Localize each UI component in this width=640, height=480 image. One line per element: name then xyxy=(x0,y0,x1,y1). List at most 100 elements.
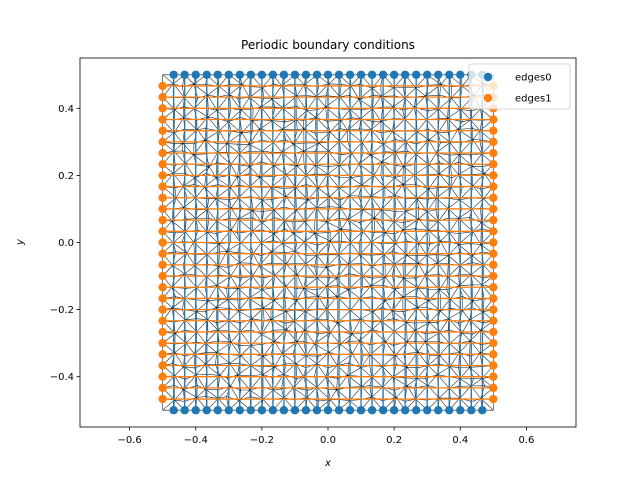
edges1-point xyxy=(489,182,498,191)
edges0-point xyxy=(356,406,366,415)
edges0-point xyxy=(224,70,233,79)
edges1-point xyxy=(489,137,498,147)
edges1-point xyxy=(158,350,167,359)
edges1-point xyxy=(489,160,498,169)
edges1-point xyxy=(158,182,167,191)
edges1-point xyxy=(158,260,167,270)
legend-marker-edges1 xyxy=(483,93,493,103)
edges1-point xyxy=(158,361,167,370)
y-tick-label: −0.2 xyxy=(50,305,74,316)
edges1-point xyxy=(489,383,498,393)
edges0-point xyxy=(180,406,189,415)
edges0-point xyxy=(411,70,421,79)
edges0-point xyxy=(279,406,289,415)
edges1-point xyxy=(489,394,498,404)
edges0-point xyxy=(180,70,189,79)
x-tick-label: −0.4 xyxy=(184,435,208,446)
edges1-point xyxy=(489,249,498,258)
edges1-point xyxy=(158,160,167,169)
edges1-point xyxy=(489,361,498,370)
edges1-point xyxy=(489,350,498,359)
edges0-point xyxy=(445,406,454,415)
edges0-point xyxy=(378,406,388,415)
x-axis-label: x xyxy=(324,458,331,469)
edges0-point xyxy=(456,70,465,79)
edges1-point xyxy=(158,316,167,325)
edges1-point xyxy=(489,271,498,281)
edges0-point xyxy=(378,70,388,79)
edges0-point xyxy=(434,406,443,415)
edges1-point xyxy=(489,204,498,214)
edges0-point xyxy=(257,406,267,415)
edges0-point xyxy=(301,406,311,415)
edges1-point xyxy=(489,171,498,180)
edges1-point xyxy=(489,193,498,202)
edges0-point xyxy=(246,406,256,415)
edges1-point xyxy=(158,115,167,124)
edges0-point xyxy=(478,406,487,415)
edges1-point xyxy=(158,238,167,247)
legend-label-edges1: edges1 xyxy=(515,94,552,105)
edges1-point xyxy=(489,148,498,158)
x-tick-label: 0.4 xyxy=(452,435,468,446)
edges1-point xyxy=(158,92,167,102)
edges1-point xyxy=(489,294,498,303)
edges1-point xyxy=(489,227,498,236)
edges0-point xyxy=(323,70,333,79)
edges0-point xyxy=(246,70,256,79)
edges0-point xyxy=(301,70,311,79)
edges1-point xyxy=(489,238,498,247)
edges0-point xyxy=(312,406,322,415)
edges0-point xyxy=(400,406,410,415)
edges1-point xyxy=(489,327,498,337)
edges0-point xyxy=(290,70,300,79)
edges0-point xyxy=(268,406,278,415)
edges1-point xyxy=(489,115,498,124)
edges0-point xyxy=(213,70,222,79)
edges1-point xyxy=(158,249,167,258)
edges0-point xyxy=(334,70,344,79)
edges1-point xyxy=(489,260,498,270)
edges1-point xyxy=(489,338,498,348)
edges0-point xyxy=(202,70,211,79)
edges1-point xyxy=(158,227,167,236)
edges1-point xyxy=(158,137,167,147)
edges0-point xyxy=(345,70,355,79)
edges0-point xyxy=(290,406,300,415)
edges1-point xyxy=(158,294,167,303)
edges0-point xyxy=(367,70,377,79)
y-axis-label: y xyxy=(15,238,26,246)
edges0-point xyxy=(400,70,410,79)
edges1-point xyxy=(158,148,167,158)
y-tick-label: 0.0 xyxy=(58,238,74,249)
edges0-point xyxy=(257,70,267,79)
edges0-point xyxy=(191,70,200,79)
edges0-point xyxy=(235,70,245,79)
edges0-point xyxy=(423,70,432,79)
connector-layer xyxy=(162,74,494,411)
x-tick-label: −0.6 xyxy=(117,435,141,446)
edges1-point xyxy=(158,171,167,180)
edges0-point xyxy=(389,406,399,415)
edges0-point xyxy=(323,406,333,415)
edges0-point xyxy=(279,70,289,79)
legend-box xyxy=(468,63,571,110)
legend: edges0 edges1 xyxy=(468,63,571,110)
edges0-point xyxy=(411,406,421,415)
edges1-point xyxy=(158,81,167,91)
y-tick-label: −0.4 xyxy=(50,372,74,383)
y-tick-label: 0.2 xyxy=(58,171,74,182)
edges1-point xyxy=(489,316,498,325)
edges1-point xyxy=(158,305,167,314)
edges1-point xyxy=(489,126,498,135)
x-tick-label: 0.6 xyxy=(518,435,534,446)
edges0-point xyxy=(312,70,322,79)
edges0-point xyxy=(169,70,178,79)
chart-title: Periodic boundary conditions xyxy=(241,38,415,52)
edges1-point xyxy=(489,215,498,225)
edges1-point xyxy=(158,383,167,393)
x-tick-label: −0.2 xyxy=(250,435,274,446)
y-tick-label: 0.4 xyxy=(58,104,74,115)
edges1-point xyxy=(158,271,167,281)
